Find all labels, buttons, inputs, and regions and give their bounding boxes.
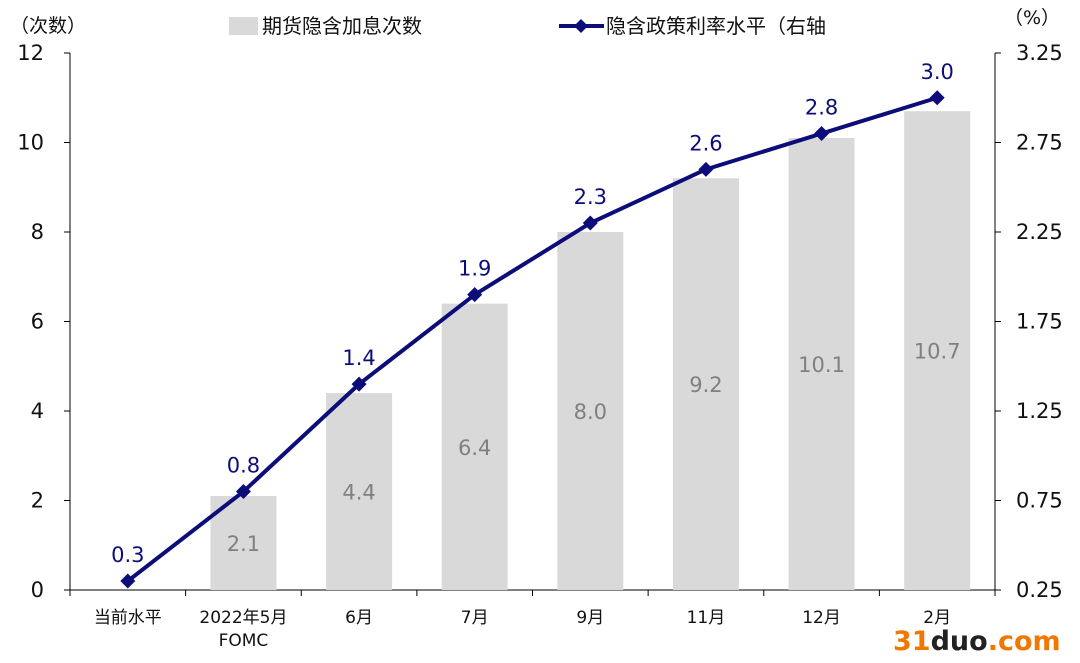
bar-data-label: 2.1 [227,532,260,556]
bar [326,393,393,590]
bar-data-label: 6.4 [458,436,491,460]
line-data-label: 0.8 [227,454,260,478]
watermark-part-a: 31 [893,626,931,657]
bar [210,496,277,590]
left-tick-label: 8 [31,220,44,244]
left-tick-label: 12 [17,41,44,65]
category-label: 9月 [576,608,604,628]
bar-data-label: 8.0 [574,400,607,424]
watermark-part-c: .com [988,626,1061,657]
left-tick-label: 2 [31,489,44,513]
legend-swatch-bar [229,17,258,35]
legend-swatch-marker [574,19,588,33]
category-label: FOMC [219,631,269,651]
line-data-label: 0.3 [111,543,144,567]
line-point [929,90,945,106]
bar [788,138,855,590]
line-point [467,287,483,303]
line-data-label: 1.9 [458,257,491,281]
line-data-label: 1.4 [342,346,375,370]
bar-data-label: 10.1 [798,353,845,377]
right-tick-label: 2.75 [1016,131,1063,155]
category-label: 6月 [345,608,373,628]
legend-label-line: 隐含政策利率水平（右轴 [606,14,826,38]
left-axis-unit: （次数） [10,15,86,37]
right-tick-label: 1.25 [1016,399,1063,423]
right-tick-label: 2.25 [1016,220,1063,244]
line-point [235,484,251,500]
bar [441,303,508,590]
bar [557,232,624,590]
left-tick-label: 4 [31,399,44,423]
left-tick-label: 0 [31,578,44,602]
line-path [126,95,938,583]
category-label: 2022年5月 [199,608,287,628]
watermark: 31duo.com [893,626,1061,657]
bar [672,178,739,591]
legend-label-bar: 期货隐含加息次数 [262,14,422,38]
line-point [698,161,714,177]
legend: 期货隐含加息次数 隐含政策利率水平（右轴 [229,14,826,38]
line-data-label: 2.3 [574,185,607,209]
watermark-part-b: duo [931,626,988,657]
line-point [120,573,136,589]
left-tick-label: 6 [31,310,44,334]
right-tick-label: 0.75 [1016,489,1063,513]
line-data-label: 2.6 [689,131,722,155]
right-axis-unit: （%） [1004,7,1060,29]
line-point [582,215,598,231]
bar-data-label: 10.7 [914,340,961,364]
axes: 0 2 4 6 8 10 12 0.25 0.75 1.25 1.75 2.25 2.75 3.25 当前水… [17,41,1063,651]
line-data-label: 3.0 [920,60,953,84]
category-label: 12月 [802,608,841,628]
line-data-label: 2.8 [805,96,838,120]
bar-data-label: 4.4 [342,481,375,505]
category-label: 7月 [461,608,489,628]
category-label: 11月 [687,608,726,628]
line-point [351,376,367,392]
right-tick-label: 1.75 [1016,310,1063,334]
line-series: 0.3 0.8 1.4 1.9 2.3 2.6 2.8 3.0 [111,60,954,589]
right-tick-label: 0.25 [1016,578,1063,602]
line-point [814,126,830,142]
bars: 2.1 4.4 6.4 8.0 9.2 10.1 10.7 [210,111,971,591]
category-label: 2月 [923,608,951,628]
category-label: 当前水平 [94,608,162,628]
bar-data-label: 9.2 [689,373,722,397]
bar [904,111,971,591]
right-tick-label: 3.25 [1016,41,1063,65]
left-tick-label: 10 [17,131,44,155]
